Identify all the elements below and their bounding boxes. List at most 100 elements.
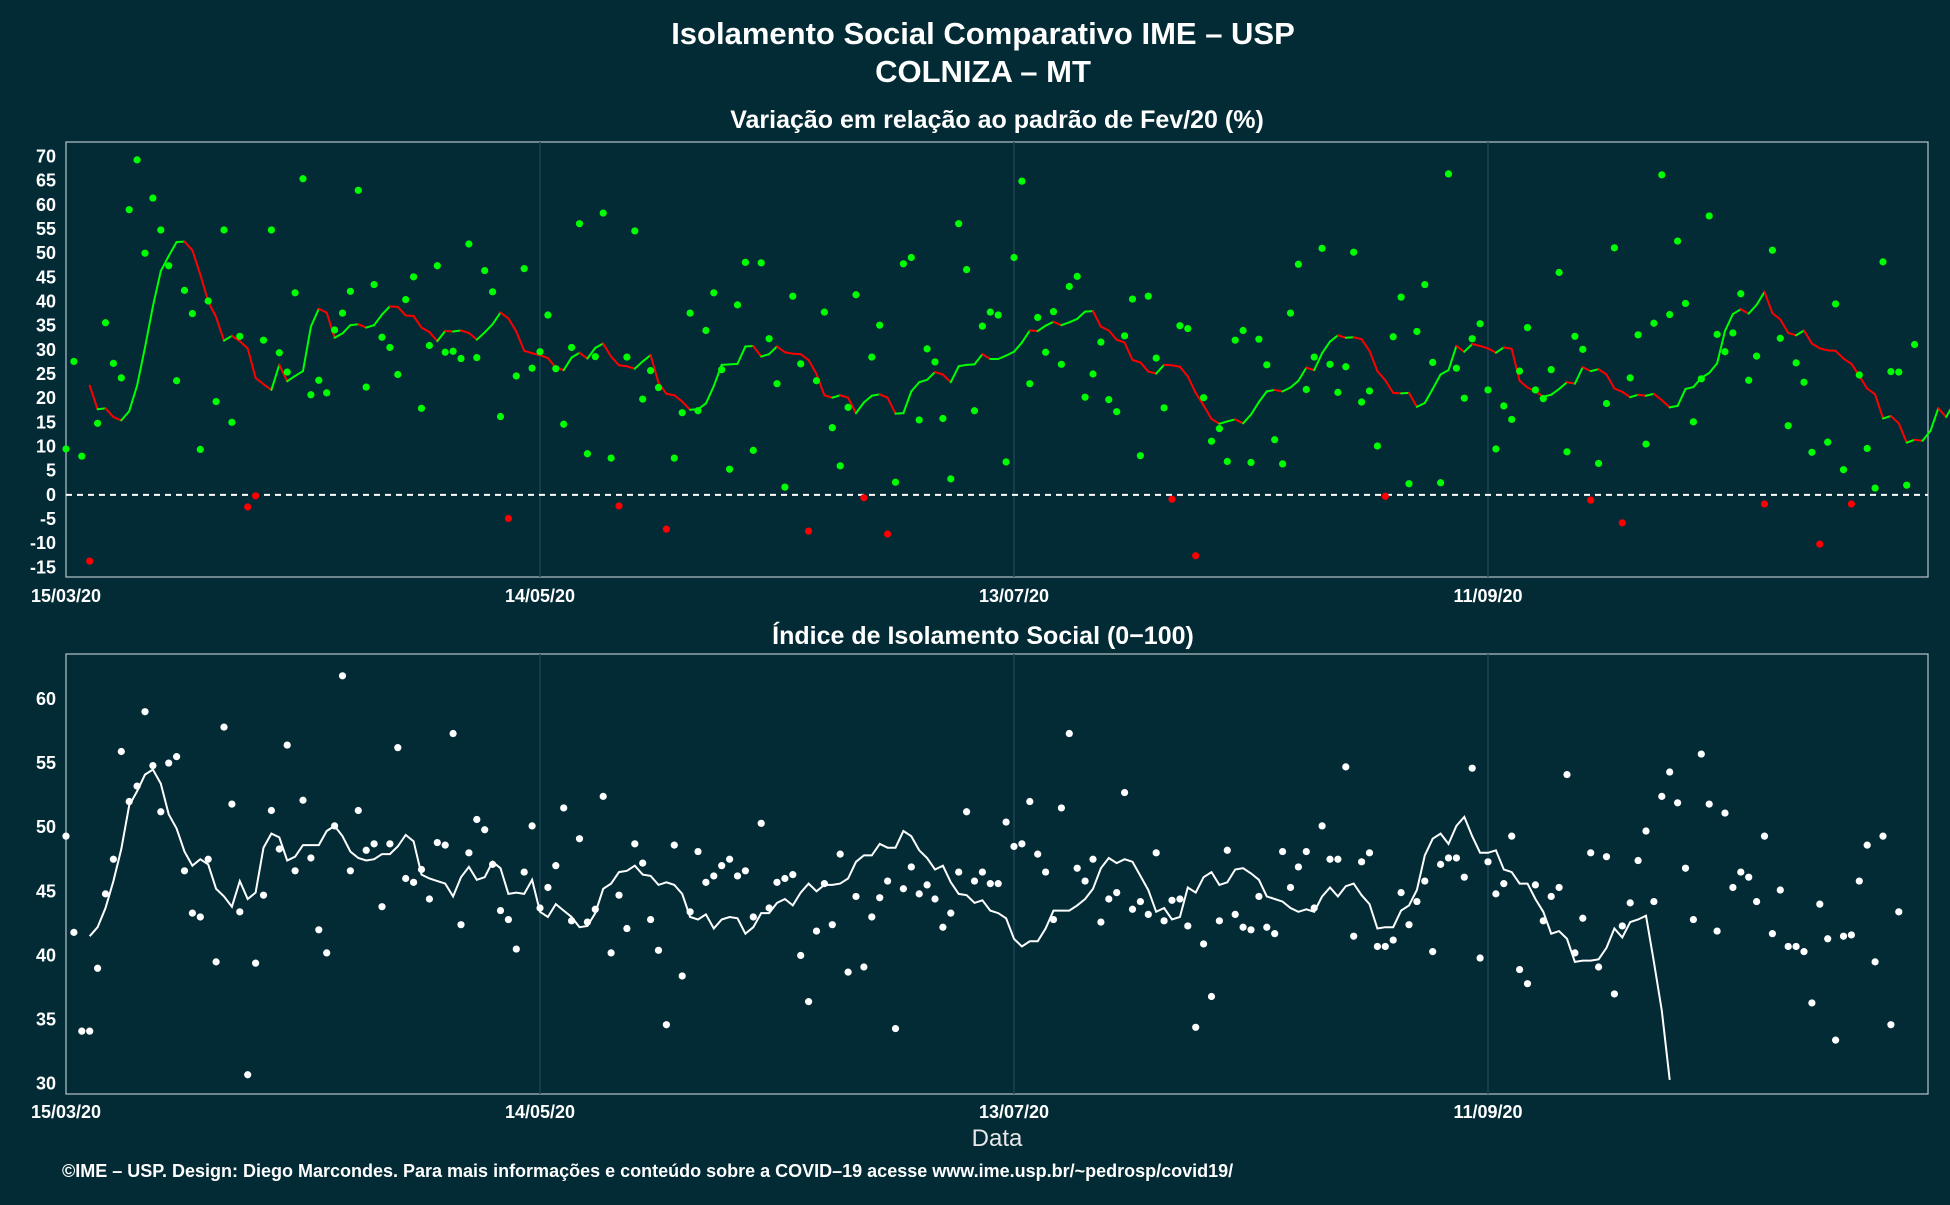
x-tick-label: 14/05/20 xyxy=(505,586,575,606)
data-point xyxy=(1003,458,1010,465)
data-point xyxy=(529,365,536,372)
data-point xyxy=(418,866,425,873)
data-point xyxy=(916,416,923,423)
data-point xyxy=(1532,386,1539,393)
data-point xyxy=(1745,874,1752,881)
moving-average-segment xyxy=(1907,440,1915,443)
data-point xyxy=(457,921,464,928)
moving-average-segment xyxy=(453,331,461,332)
data-point xyxy=(1453,854,1460,861)
data-point xyxy=(568,344,575,351)
moving-average-segment xyxy=(1219,421,1227,423)
data-point xyxy=(1903,482,1910,489)
moving-average-segment xyxy=(240,341,248,348)
moving-average-segment xyxy=(1662,400,1670,407)
moving-average-segment xyxy=(911,382,919,391)
moving-average-segment xyxy=(1433,374,1441,389)
data-point xyxy=(845,969,852,976)
data-point xyxy=(608,949,615,956)
data-point xyxy=(339,310,346,317)
x-tick-label: 11/09/20 xyxy=(1453,586,1522,606)
data-point xyxy=(1706,800,1713,807)
moving-average-segment xyxy=(951,366,959,382)
data-point xyxy=(1137,898,1144,905)
moving-average-segment xyxy=(1441,370,1449,374)
data-point xyxy=(987,309,994,316)
data-point xyxy=(1777,335,1784,342)
data-point xyxy=(1311,353,1318,360)
data-point xyxy=(1635,331,1642,338)
moving-average-segment xyxy=(414,316,422,328)
moving-average-segment xyxy=(477,332,485,339)
data-point xyxy=(1437,479,1444,486)
data-point xyxy=(1413,328,1420,335)
data-point xyxy=(1587,849,1594,856)
moving-average-segment xyxy=(350,324,358,325)
data-point xyxy=(971,877,978,884)
data-point xyxy=(710,872,717,879)
data-point xyxy=(110,856,117,863)
moving-average-segment xyxy=(485,324,493,332)
data-point xyxy=(1279,848,1286,855)
moving-average-segment xyxy=(1583,367,1591,371)
data-point xyxy=(497,413,504,420)
data-point xyxy=(284,741,291,748)
data-point xyxy=(1018,178,1025,185)
data-point xyxy=(647,916,654,923)
data-point xyxy=(110,360,117,367)
data-point xyxy=(1492,445,1499,452)
data-point xyxy=(1105,396,1112,403)
data-point xyxy=(750,447,757,454)
data-point xyxy=(1729,884,1736,891)
moving-average-segment xyxy=(1204,405,1212,419)
moving-average-segment xyxy=(674,395,682,401)
data-point xyxy=(1856,371,1863,378)
data-point xyxy=(1690,916,1697,923)
moving-average-segment xyxy=(927,372,935,380)
data-point xyxy=(971,407,978,414)
data-point xyxy=(1145,911,1152,918)
data-point xyxy=(679,972,686,979)
data-point xyxy=(165,759,172,766)
data-point xyxy=(1089,370,1096,377)
data-point xyxy=(1192,552,1199,559)
y-tick-label: 30 xyxy=(36,340,56,360)
moving-average-segment xyxy=(185,242,193,251)
data-point xyxy=(1800,948,1807,955)
moving-average-segment xyxy=(1464,344,1472,352)
moving-average-segment xyxy=(1591,369,1599,371)
data-point xyxy=(1271,930,1278,937)
moving-average-segment xyxy=(303,327,311,371)
moving-average-segment xyxy=(785,352,793,353)
y-tick-label: 25 xyxy=(36,364,56,384)
data-point xyxy=(916,890,923,897)
moving-average-segment xyxy=(753,346,761,357)
data-point xyxy=(1721,809,1728,816)
moving-average-segment xyxy=(643,355,651,361)
moving-average-segment xyxy=(856,403,864,414)
data-point xyxy=(1492,890,1499,897)
data-point xyxy=(1042,868,1049,875)
data-point xyxy=(1627,899,1634,906)
data-point xyxy=(908,254,915,261)
moving-average-segment xyxy=(738,346,746,363)
moving-average-segment xyxy=(1844,359,1852,364)
data-point xyxy=(181,287,188,294)
data-point xyxy=(1500,880,1507,887)
data-point xyxy=(623,925,630,932)
data-point xyxy=(260,892,267,899)
y-tick-label: 50 xyxy=(36,243,56,263)
data-point xyxy=(1145,293,1152,300)
moving-average-segment xyxy=(1472,344,1480,346)
data-point xyxy=(1737,868,1744,875)
data-point xyxy=(1816,541,1823,548)
data-point xyxy=(1658,793,1665,800)
data-point xyxy=(631,227,638,234)
data-point xyxy=(592,353,599,360)
data-point xyxy=(615,502,622,509)
moving-average-segment xyxy=(1520,381,1528,388)
data-point xyxy=(1895,908,1902,915)
moving-average-segment xyxy=(287,376,295,381)
moving-average-segment xyxy=(153,271,161,306)
